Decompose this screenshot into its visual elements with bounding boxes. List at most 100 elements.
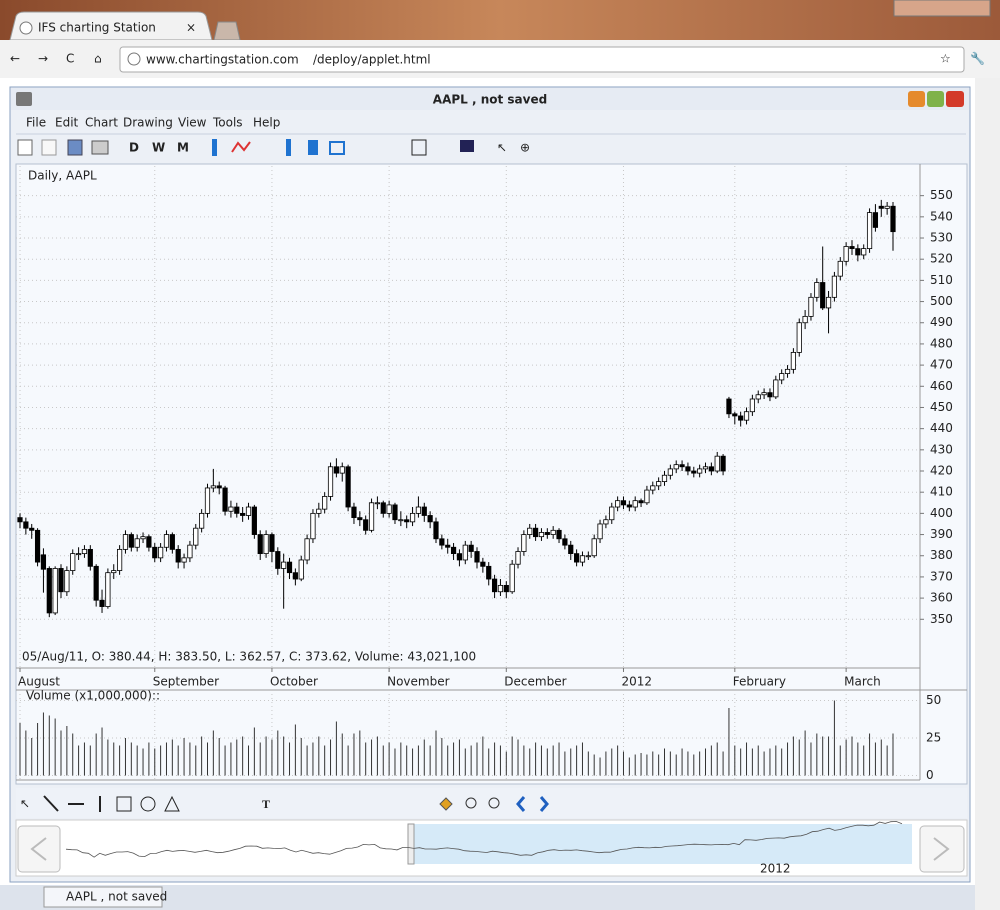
menu-item[interactable]: Edit [55,116,79,130]
candle-body [527,527,533,535]
back-button[interactable]: ← [10,52,20,66]
period-button[interactable]: W [152,141,165,155]
candle-body [445,544,451,548]
candle-body [140,536,146,540]
candle-body [861,248,867,256]
close-button[interactable] [946,91,964,107]
candle-body [163,534,170,548]
draw-rect[interactable] [116,796,132,812]
candle-body [257,534,263,555]
candle-body [158,546,164,559]
tool-new[interactable] [17,139,33,156]
candle-body [802,315,808,324]
candle-body [70,553,76,571]
candle-body [199,512,205,529]
candle-body [626,504,632,508]
tool-renko[interactable] [329,141,345,155]
candle-body [456,553,463,561]
candle-body [685,466,691,472]
window-titlebar [11,88,969,110]
candle-body [667,468,673,476]
reload-button[interactable]: C [66,52,74,66]
candle-body [58,568,64,593]
drawing-toolbar [16,788,967,818]
menu-item[interactable]: View [178,116,207,130]
chart-area [15,163,968,785]
zoom-in[interactable] [465,797,477,809]
address-bar[interactable] [119,46,965,73]
zoom-out[interactable] [488,797,500,809]
tool-pointer[interactable]: ↖ [497,141,507,155]
draw-pointer[interactable]: ↖ [20,797,30,811]
menu-item[interactable]: Chart [85,116,118,130]
candle-body [486,565,492,580]
candle-body [281,561,287,569]
menu-item[interactable]: File [26,116,46,130]
scroll-left[interactable] [516,796,526,812]
tool-crosshair[interactable]: ⊕ [520,141,530,155]
tool-print[interactable] [91,140,109,155]
candle-body [603,519,609,525]
tool-screen[interactable] [460,140,474,152]
draw-text[interactable]: T [262,797,270,811]
new-tab[interactable] [213,21,241,41]
candle-body [615,500,621,508]
draw-trendline[interactable] [43,795,59,812]
tool-ohlc[interactable] [308,140,318,155]
candle-body [644,489,650,504]
candle-body [415,506,422,514]
browser-tab[interactable] [9,11,213,41]
candle-body [99,599,105,607]
candle-body [544,532,550,535]
tool-line[interactable] [231,141,251,153]
candle-body [538,532,545,538]
candle-body [52,568,58,614]
navigator-right[interactable] [919,825,965,873]
navigator-left[interactable] [17,825,61,873]
wrench-menu[interactable]: 🔧 [970,51,985,66]
draw-triangle[interactable] [164,795,180,812]
status-line: 05/Aug/11, O: 380.44, H: 383.50, L: 362.… [22,650,476,664]
candle-body [503,584,509,593]
tab-close[interactable]: × [186,21,196,35]
taskbar-item[interactable] [43,886,163,908]
candle-body [814,282,820,298]
scroll-right[interactable] [539,796,549,812]
draw-pan[interactable] [439,797,453,811]
menu-item[interactable]: Help [253,116,280,130]
candle-body [691,470,697,474]
menu-item[interactable]: Drawing [123,116,173,130]
forward-button[interactable]: → [38,52,48,66]
tool-candle[interactable] [212,139,217,156]
home-button[interactable]: ⌂ [94,52,102,66]
tab-title: IFS charting Station [38,21,156,35]
bookmark-star[interactable]: ☆ [940,52,951,66]
x-tick-label: December [504,675,566,689]
minimize-button[interactable] [908,91,925,107]
scrollbar[interactable] [975,78,1000,910]
tool-open[interactable] [41,139,57,156]
candle-body [679,464,685,468]
navigator-selection[interactable] [412,824,912,864]
candle-body [726,398,732,415]
candle-body [574,553,580,563]
period-button[interactable]: D [129,141,139,155]
candle-body [843,246,849,262]
tool-bar[interactable] [286,139,291,156]
period-button[interactable]: M [177,141,189,155]
candle-body [890,205,896,233]
candle-body [398,519,404,522]
navigator-handle[interactable] [407,823,415,865]
candle-body [743,411,750,421]
candle-body [128,534,134,548]
menu-item[interactable]: Tools [212,116,243,130]
toolbar: ↖ ⊕ [17,139,530,156]
tool-indicator[interactable] [411,139,427,156]
x-tick-label: February [733,675,786,689]
draw-circle[interactable] [140,796,156,812]
maximize-button[interactable] [927,91,944,107]
candle-body [550,529,556,535]
tool-save[interactable] [67,139,83,156]
window-menu-button[interactable] [16,92,32,106]
